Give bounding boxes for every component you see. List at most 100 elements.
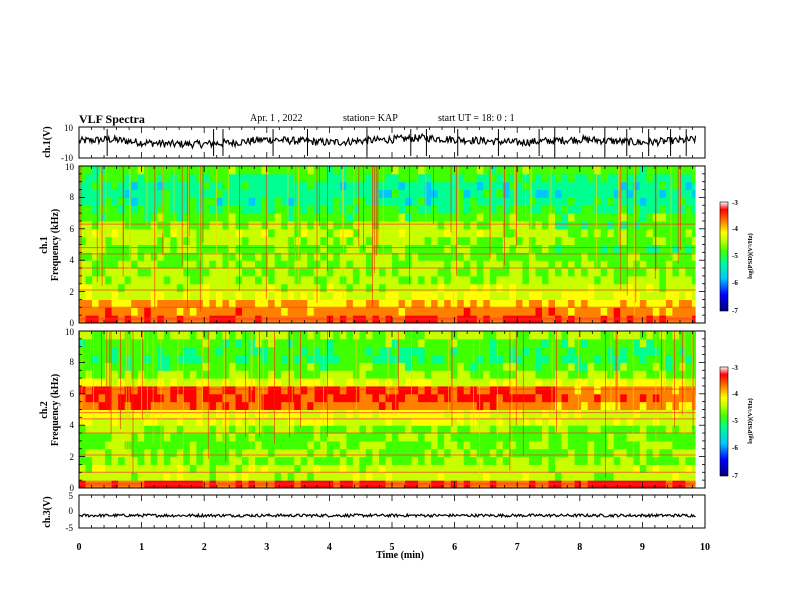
- spectrogram-cell: [98, 299, 106, 308]
- spectrogram-cell: [444, 220, 452, 230]
- spectrogram-cell: [294, 268, 302, 277]
- spectrogram-cell: [613, 456, 621, 465]
- spectrogram-cell: [326, 338, 334, 348]
- spectrogram-cell: [352, 283, 360, 293]
- spectrogram-cell: [150, 197, 158, 206]
- spectrogram-cell: [372, 409, 380, 418]
- spectrogram-cell: [92, 354, 100, 363]
- spectrogram-cell: [326, 464, 334, 473]
- spectrogram-cell: [678, 220, 687, 230]
- spectrogram-cell: [483, 260, 491, 269]
- spectrogram-cell: [222, 244, 230, 253]
- spectrogram-cell: [183, 417, 191, 426]
- spectrogram-cell: [411, 378, 419, 387]
- spectrogram-cell: [444, 385, 452, 395]
- colorbar-1-tick: -3: [732, 199, 738, 207]
- spectrogram-cell: [287, 291, 295, 300]
- spectrogram-cell: [105, 252, 113, 261]
- spectrogram-cell: [600, 283, 608, 293]
- spectrogram-cell: [509, 385, 517, 395]
- spectrogram-cell: [294, 197, 302, 206]
- spectrogram-cell: [98, 354, 106, 363]
- spectrogram-cell: [372, 425, 380, 434]
- spectrogram-cell: [202, 166, 211, 175]
- spectrogram-cell: [346, 244, 354, 253]
- spectrogram-cell: [450, 393, 458, 403]
- spectrogram-cell: [548, 181, 556, 191]
- spectrogram-cell: [85, 346, 93, 356]
- spectrogram-cell: [157, 173, 165, 183]
- spectrogram-cell: [307, 385, 315, 395]
- spectrogram-cell: [385, 385, 393, 395]
- spectrogram-cell: [626, 417, 634, 426]
- spectrogram-cell: [620, 464, 628, 473]
- spectrogram-cell: [176, 181, 184, 191]
- spectrogram-cell: [261, 283, 269, 293]
- spectrogram-cell: [320, 213, 328, 222]
- spectrogram-cell: [437, 244, 445, 253]
- spectrogram-cell: [437, 181, 445, 191]
- spectrogram-cell: [685, 236, 693, 245]
- spectrogram-cell: [92, 425, 100, 434]
- spectrogram-cell: [665, 472, 673, 481]
- spectrogram-cell: [437, 440, 445, 450]
- spectrogram-cell: [646, 189, 654, 198]
- spectrogram-cell: [639, 315, 647, 324]
- spectrogram-cell: [346, 385, 354, 395]
- spectrogram-cell: [587, 228, 595, 238]
- spectrogram-cell: [476, 228, 484, 238]
- spectrogram-cell: [144, 307, 152, 316]
- spectrogram-cell: [124, 393, 132, 403]
- spectrogram-cell: [431, 283, 439, 293]
- spectrogram-cell: [248, 275, 256, 285]
- spectrogram-cell: [574, 252, 582, 261]
- spectrogram-cell: [489, 228, 497, 238]
- spectrogram-cell: [418, 236, 426, 245]
- spectrogram-cell: [261, 252, 269, 261]
- spectrogram-cell: [613, 236, 621, 245]
- spectrogram-cell: [555, 228, 563, 238]
- spectrogram-cell: [561, 205, 569, 214]
- spectrogram-cell: [437, 472, 445, 481]
- spectrogram-cell: [202, 425, 211, 434]
- spectrogram-cell: [144, 464, 152, 473]
- spectrogram-cell: [150, 393, 158, 403]
- spectrogram-cell: [365, 362, 374, 371]
- spectrogram-cell: [646, 315, 654, 324]
- spectrogram-cell: [568, 315, 576, 324]
- spectrogram-cell: [659, 315, 667, 324]
- spectrogram-cell: [189, 346, 197, 356]
- spectrogram-cell: [248, 220, 256, 230]
- spectrogram-cell: [196, 448, 204, 458]
- spectrogram-cell: [535, 456, 543, 465]
- spectrogram-cell: [300, 228, 308, 238]
- spectrogram-cell: [222, 299, 230, 308]
- spectrogram-cell: [365, 197, 374, 206]
- spectrogram-cell: [359, 472, 367, 481]
- spectrogram-cell: [261, 370, 269, 379]
- spectrogram-cell: [372, 370, 380, 379]
- spectrogram-cell: [137, 307, 145, 316]
- spectrogram-cell: [307, 166, 315, 175]
- spectrogram-cell: [515, 220, 524, 230]
- spectrogram-cell: [118, 236, 126, 245]
- spectrogram-cell: [594, 401, 602, 410]
- spectrogram-cell: [385, 236, 393, 245]
- spectrogram-cell: [170, 417, 178, 426]
- spectrogram-cell: [522, 409, 530, 418]
- spectrogram-cell: [633, 166, 641, 175]
- spectrogram-cell: [209, 283, 217, 293]
- spectrogram-cell: [620, 189, 628, 198]
- spectrogram-cell: [398, 283, 406, 293]
- spectrogram-cell: [111, 268, 119, 277]
- spectrogram-cell: [215, 189, 224, 198]
- spectrogram-cell: [437, 275, 445, 285]
- spectrogram-cell: [378, 205, 387, 214]
- spectrogram-cell: [535, 433, 543, 442]
- spectrogram-cell: [418, 433, 426, 442]
- spectrogram-cell: [620, 331, 628, 340]
- spectrogram-cell: [502, 448, 510, 458]
- spectrogram-cell: [183, 362, 191, 371]
- spectrogram-cell: [496, 197, 504, 206]
